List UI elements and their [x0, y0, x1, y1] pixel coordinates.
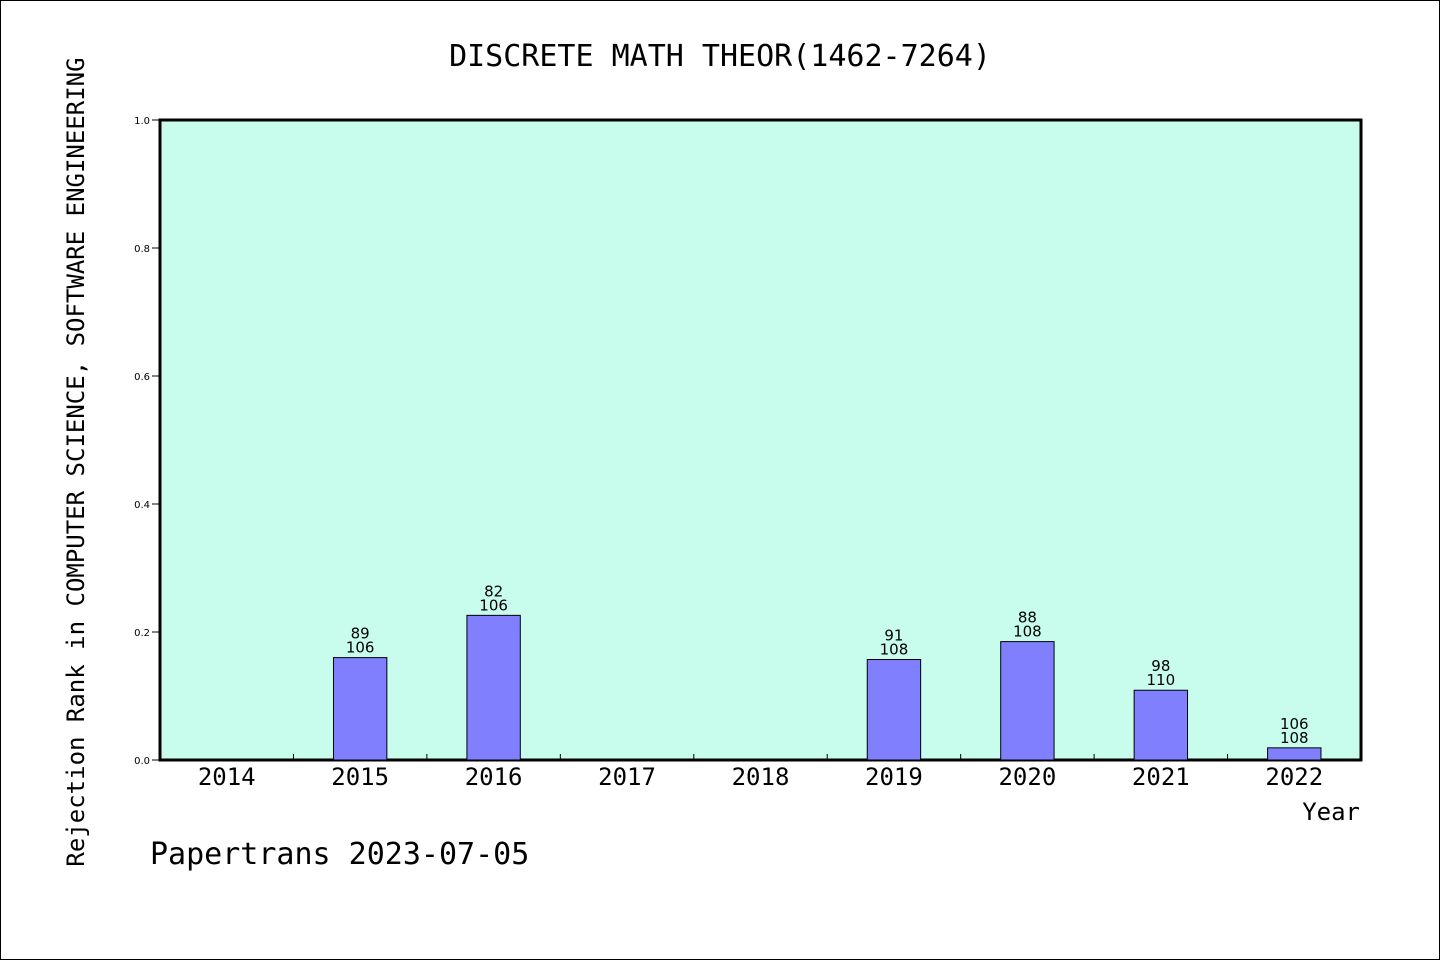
bar-total-label: 108: [1013, 623, 1042, 641]
bar-rank-label: 98: [1151, 657, 1170, 675]
bar-2019: [866, 659, 922, 761]
x-tick-label: 2016: [465, 763, 523, 791]
x-tick-label: 2019: [865, 763, 923, 791]
bar-total-label: 106: [346, 639, 375, 657]
bar-total-label: 110: [1147, 671, 1176, 689]
x-tick-label: 2022: [1265, 763, 1323, 791]
y-tick-label: 0.8: [134, 244, 150, 255]
bar-rank-label: 82: [484, 582, 503, 600]
bar-total-label: 108: [880, 641, 909, 659]
bar-total-label: 108: [1280, 729, 1309, 747]
footer-date-stamp: Papertrans 2023-07-05: [150, 837, 529, 872]
bar-rank-label: 88: [1018, 609, 1037, 627]
bar-2015: [332, 657, 388, 761]
plot-area: [158, 118, 1363, 762]
bar-rank-label: 106: [1280, 715, 1309, 733]
x-tick-label: 2018: [732, 763, 790, 791]
bar-2020: [1000, 641, 1055, 761]
y-tick-label: 0.0: [134, 756, 150, 767]
x-axis-label: Year: [1302, 798, 1360, 826]
y-axis-ticks: 0.0 0.2 0.4 0.6 0.8 1.0: [134, 116, 160, 767]
y-tick-label: 0.4: [134, 500, 150, 511]
x-tick-label: 2015: [331, 763, 389, 791]
chart-title: DISCRETE MATH THEOR(1462-7264): [449, 39, 991, 74]
bar-rank-label: 89: [351, 625, 370, 643]
x-tick-label: 2020: [998, 763, 1056, 791]
bar-2022: [1267, 747, 1322, 761]
bar-total-label: 106: [479, 596, 508, 614]
y-axis-label: Rejection Rank in COMPUTER SCIENCE, SOFT…: [62, 57, 90, 866]
y-tick-label: 0.6: [134, 372, 150, 383]
x-tick-label: 2014: [198, 763, 256, 791]
bar-2021: [1133, 689, 1189, 761]
y-tick-label: 1.0: [134, 116, 150, 127]
bar-2016: [466, 614, 521, 761]
x-axis-ticks: 2014 2015 2016 2017 2018 2019 2020 2021 2022: [198, 754, 1323, 791]
bar-rank-label: 91: [884, 627, 903, 645]
x-tick-label: 2017: [598, 763, 656, 791]
y-tick-label: 0.2: [134, 628, 150, 639]
x-tick-label: 2021: [1132, 763, 1190, 791]
